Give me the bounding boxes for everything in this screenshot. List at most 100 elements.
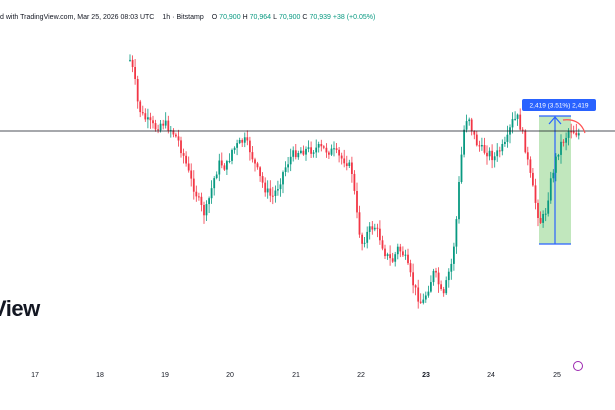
candle-body <box>218 160 221 175</box>
ohlc-close-key: C <box>302 13 308 21</box>
candle-body <box>435 270 437 273</box>
candle-body <box>552 172 555 179</box>
candle-body <box>277 189 279 191</box>
candle-body <box>182 153 185 156</box>
candle-body <box>363 242 366 244</box>
candle-body <box>381 240 384 249</box>
candle-body <box>187 163 190 171</box>
candle-body <box>483 145 486 153</box>
candle-body <box>149 117 152 121</box>
candle-body <box>534 185 537 203</box>
candle-body <box>172 130 175 135</box>
candle-body <box>440 284 442 289</box>
candle-body <box>338 149 340 156</box>
interval-label[interactable]: 1h <box>162 13 171 21</box>
candle-body <box>473 131 476 135</box>
candle-body <box>404 254 407 256</box>
x-tick-label: 21 <box>292 372 300 379</box>
candle-body <box>167 120 170 131</box>
candle-body <box>131 59 134 67</box>
candle-body <box>223 165 226 170</box>
candle-body <box>279 184 282 190</box>
candle-body <box>249 140 251 153</box>
candle-body <box>177 136 180 141</box>
candle-body <box>274 190 277 196</box>
candle-body <box>220 160 223 166</box>
candle-body <box>289 156 292 165</box>
candle-body <box>460 154 463 182</box>
candle-body <box>264 182 267 193</box>
candle-body <box>555 156 557 173</box>
candle-body <box>577 133 580 136</box>
candle-body <box>129 59 131 61</box>
candle-body <box>493 156 496 161</box>
candle-body <box>572 131 575 133</box>
x-tick-label: 18 <box>96 372 104 379</box>
candle-body <box>261 176 264 183</box>
candle-body <box>333 148 335 150</box>
candle-body <box>330 148 333 155</box>
candle-body <box>407 254 409 264</box>
candle-body <box>144 113 147 120</box>
candle-body <box>391 258 394 262</box>
candle-body <box>226 161 228 170</box>
candle-body <box>315 147 318 153</box>
candle-body <box>343 158 346 164</box>
candle-body <box>491 150 493 161</box>
candle-body <box>302 150 305 155</box>
candle-body <box>486 152 488 157</box>
candle-body <box>210 188 213 199</box>
candle-body <box>475 134 478 146</box>
candle-body <box>465 121 468 130</box>
candle-body <box>445 280 448 294</box>
candle-body <box>511 119 514 128</box>
candle-body <box>208 198 210 205</box>
x-tick-label: 25 <box>553 372 561 379</box>
candle-body <box>246 137 249 141</box>
candle-body <box>547 200 550 214</box>
candle-body <box>506 134 509 142</box>
candle-body <box>463 129 465 155</box>
candle-body <box>565 137 567 143</box>
candle-body <box>294 150 297 158</box>
candle-body <box>366 231 369 243</box>
candle-body <box>521 129 524 131</box>
candle-body <box>159 123 162 131</box>
candle-body <box>514 118 516 120</box>
candle-body <box>562 141 565 143</box>
candle-body <box>417 287 420 302</box>
candle-body <box>560 141 562 155</box>
candle-body <box>307 147 310 149</box>
exchange-label: Bitstamp <box>176 13 204 21</box>
candle-body <box>419 301 422 303</box>
ohlc-low-value: 70,900 <box>278 13 301 21</box>
candle-body <box>402 251 404 256</box>
candle-body <box>481 145 483 147</box>
x-tick-label: 19 <box>161 372 169 379</box>
candle-body <box>259 167 261 177</box>
tradingview-watermark: View <box>0 296 40 321</box>
candle-body <box>243 137 246 143</box>
candle-body <box>394 254 397 262</box>
candle-body <box>271 195 274 197</box>
candle-body <box>282 172 284 185</box>
candle-body <box>238 140 241 144</box>
candle-body <box>432 270 435 283</box>
candle-body <box>157 129 159 131</box>
candle-body <box>192 178 195 192</box>
candle-body <box>335 148 338 150</box>
candle-body <box>539 218 542 223</box>
candle-body <box>236 143 238 148</box>
candle-body <box>532 172 534 186</box>
candle-body <box>147 117 149 120</box>
app-logo-icon <box>573 361 583 371</box>
candle-body <box>368 226 371 232</box>
x-tick-label: 24 <box>487 372 495 379</box>
ohlc-open-key: O <box>211 13 218 21</box>
measure-label-bg <box>522 99 596 111</box>
candle-body <box>468 119 471 122</box>
candle-body <box>430 282 432 292</box>
candle-body <box>231 149 233 161</box>
candle-body <box>386 254 389 256</box>
